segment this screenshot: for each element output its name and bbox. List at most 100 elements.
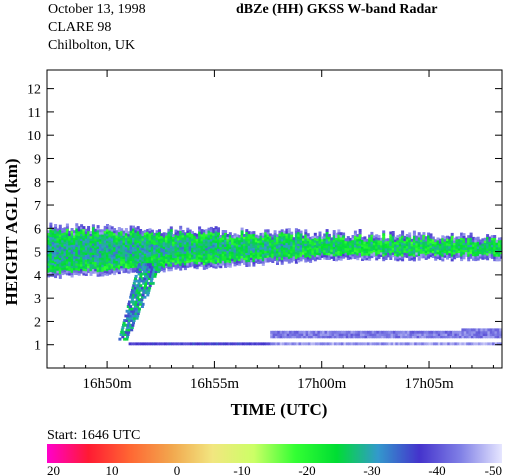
echo-cell [101,231,105,235]
echo-cell [139,261,143,265]
echo-cell [280,261,284,265]
low-layer-cell [326,342,330,346]
echo-cell [212,263,216,266]
echo-cell [214,261,218,265]
fall-streak-cell [158,263,162,267]
echo-cell [363,250,367,254]
echo-cell [342,244,346,247]
fall-streak-cell [130,316,134,320]
echo-cell [124,242,128,245]
echo-cell [183,248,187,252]
fall-streak-cell [127,312,131,315]
echo-cell [408,237,412,240]
low-layer-cell [452,342,455,346]
low-layer-cell [426,330,429,334]
echo-cell [49,264,53,268]
echo-cell [148,249,152,253]
echo-cell [235,257,239,261]
echo-cell [162,241,166,245]
echo-cell [127,268,131,272]
echo-cell [113,244,117,248]
echo-cell [77,226,81,230]
low-layer-cell [310,333,314,336]
low-layer-cell [485,330,488,334]
echo-cell [356,250,360,254]
fall-streak-cell [130,319,134,322]
echo-cell [351,251,355,255]
echo-cell [247,256,251,260]
echo-cell [115,237,119,241]
echo-cell [51,274,55,277]
echo-cell [233,247,237,251]
echo-cell [183,253,187,257]
echo-cell [127,245,131,248]
echo-cell [132,232,135,236]
echo-cell [290,234,294,237]
low-layer-cell [251,342,255,346]
echo-cell [68,272,72,276]
echo-cell [209,245,213,249]
echo-cell [96,250,100,254]
fall-streak-cell [151,263,155,267]
echo-cell [302,242,305,246]
echo-cell [165,251,168,255]
echo-cell [306,242,310,246]
low-layer-cell [213,342,217,346]
low-layer-cell [480,333,484,336]
echo-cell [165,265,168,269]
echo-cell [122,242,126,246]
low-layer-cell [397,333,401,336]
echo-cell [335,232,338,236]
echo-cell [313,242,317,245]
echo-cell [320,255,324,258]
echo-cell [202,241,206,245]
echo-cell [186,239,190,243]
echo-cell [332,241,336,245]
echo-cell [455,255,459,258]
echo-cell [401,249,405,252]
echo-cell [195,240,199,244]
fall-streak-cell [129,312,133,315]
fall-streak-cell [123,337,127,341]
echo-cell [247,238,251,242]
echo-cell [172,243,176,247]
echo-cell [124,265,128,269]
echo-cell [259,232,263,236]
echo-cell [122,239,126,243]
low-layer-cell [449,342,453,346]
echo-cell [134,260,138,263]
echo-cell [98,238,102,242]
echo-cell [70,267,74,271]
echo-cell [228,243,232,247]
echo-cell [299,230,303,234]
echo-cell [488,236,492,240]
echo-cell [436,253,440,257]
echo-cell [91,245,95,249]
fall-streak-cell [124,323,128,327]
fall-streak-cell [125,328,129,332]
fall-streak-cell [138,298,141,302]
echo-cell [235,260,239,263]
echo-cell [490,249,494,252]
echo-cell [98,266,102,270]
echo-cell [209,259,213,263]
echo-cell [103,265,107,269]
echo-cell [172,252,176,256]
echo-cell [339,248,343,252]
low-layer-cell [421,335,425,339]
echo-cell [176,242,180,246]
echo-cell [82,247,86,250]
echo-cell [202,257,206,261]
echo-cell [56,256,60,260]
low-layer-cell [482,330,486,334]
echo-cell [292,244,296,248]
echo-cell [250,254,253,258]
echo-cell [169,226,173,230]
echo-cell [129,232,133,236]
echo-cell [427,253,431,257]
echo-cell [278,244,282,248]
echo-cell [202,243,206,247]
echo-cell [224,248,228,252]
fall-streak-cell [132,291,136,295]
echo-cell [101,264,105,268]
